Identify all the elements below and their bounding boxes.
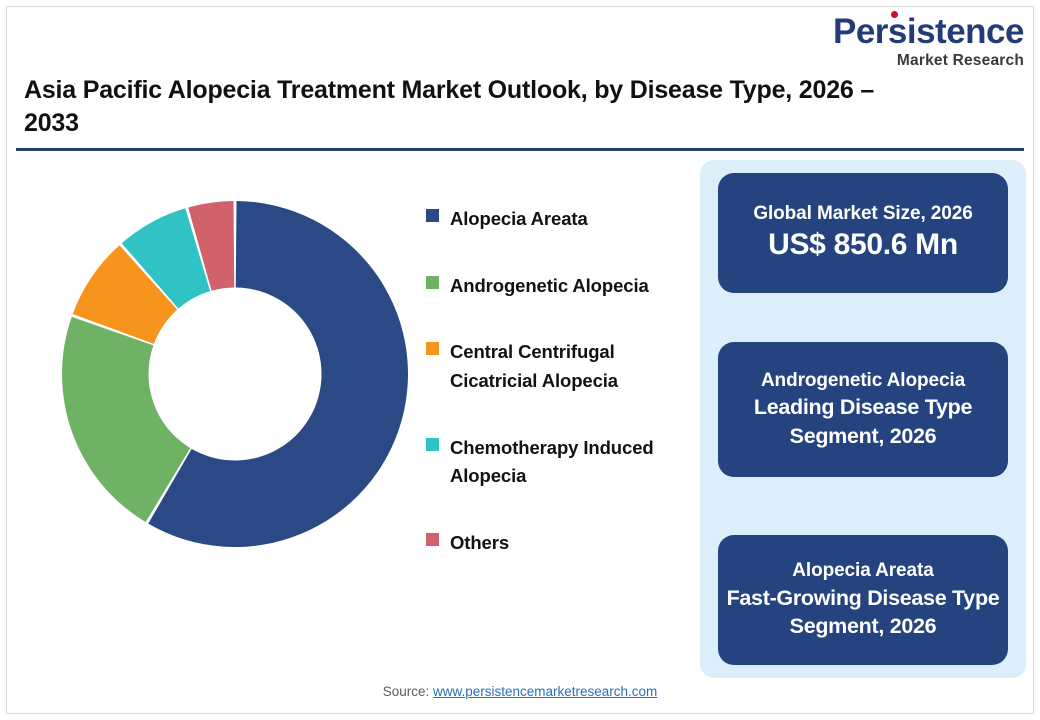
company-logo: Persistence Market Research: [832, 11, 1025, 69]
legend-item-label: Alopecia Areata: [450, 208, 588, 229]
stat-card-caption: Alopecia Areata: [792, 560, 934, 582]
legend-item-chemotherapy-induced-alopecia[interactable]: Chemotherapy Induced Alopecia: [426, 434, 701, 491]
legend-item-androgenetic-alopecia[interactable]: Androgenetic Alopecia: [426, 272, 701, 301]
donut-chart: [62, 201, 408, 547]
legend-item-others[interactable]: Others: [426, 529, 701, 558]
legend-item-label: Central Centrifugal Cicatricial Alopecia: [450, 341, 618, 392]
donut-slice[interactable]: [121, 208, 211, 309]
legend-item-label: Androgenetic Alopecia: [450, 274, 649, 296]
stat-card-caption: Androgenetic Alopecia: [760, 369, 966, 391]
legend-item-central-centrifugal-cicatricial-alopecia[interactable]: Central Centrifugal Cicatricial Alopecia: [426, 338, 701, 395]
legend-swatch-icon: [426, 342, 439, 356]
stat-card-caption: Global Market Size, 2026: [753, 203, 973, 225]
chart-container: Alopecia Areata Androgenetic Alopecia Ce…: [16, 160, 686, 660]
donut-slice[interactable]: [72, 245, 178, 344]
legend-item-label: Others: [450, 532, 510, 554]
logo-brand-text: Persistence: [832, 12, 1025, 51]
source-link[interactable]: www.persistencemarketresearch.com: [432, 684, 658, 699]
donut-slice[interactable]: [148, 201, 408, 547]
stat-card-value: Fast-Growing Disease Type Segment, 2026: [726, 585, 1000, 639]
legend-swatch-icon: [426, 275, 439, 289]
key-stats-panel: Global Market Size, 2026 US$ 850.6 Mn An…: [700, 160, 1026, 678]
donut-slice[interactable]: [188, 201, 235, 291]
legend-item-alopecia-areata[interactable]: Alopecia Areata: [426, 205, 701, 234]
donut-slice[interactable]: [62, 316, 191, 523]
stat-card-fast-growing-segment: Alopecia Areata Fast-Growing Disease Typ…: [718, 535, 1008, 665]
page-title: Asia Pacific Alopecia Treatment Market O…: [24, 76, 875, 137]
source-line: Source: www.persistencemarketresearch.co…: [0, 684, 1040, 699]
legend-item-label: Chemotherapy Induced Alopecia: [450, 436, 654, 487]
legend-swatch-icon: [426, 437, 439, 451]
logo-red-dot-icon: [891, 11, 898, 18]
stat-card-value: US$ 850.6 Mn: [768, 228, 958, 262]
stat-card-global-market-size: Global Market Size, 2026 US$ 850.6 Mn: [718, 173, 1008, 293]
chart-legend: Alopecia Areata Androgenetic Alopecia Ce…: [426, 205, 701, 558]
logo-tagline-text: Market Research: [896, 52, 1024, 69]
stat-card-leading-segment: Androgenetic Alopecia Leading Disease Ty…: [718, 342, 1008, 477]
legend-swatch-icon: [426, 209, 439, 222]
source-prefix: Source:: [382, 684, 433, 699]
title-divider: [16, 148, 1024, 151]
stat-card-value: Leading Disease Type Segment, 2026: [753, 395, 973, 448]
legend-swatch-icon: [426, 533, 439, 547]
